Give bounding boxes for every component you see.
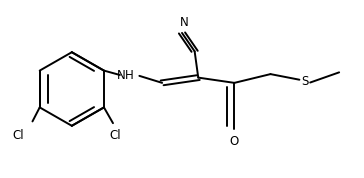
Text: O: O	[230, 135, 239, 148]
Text: Cl: Cl	[109, 129, 120, 142]
Text: N: N	[117, 69, 126, 82]
Text: H: H	[125, 69, 134, 82]
Text: S: S	[301, 75, 309, 88]
Text: N: N	[179, 16, 188, 29]
Text: Cl: Cl	[12, 129, 24, 142]
